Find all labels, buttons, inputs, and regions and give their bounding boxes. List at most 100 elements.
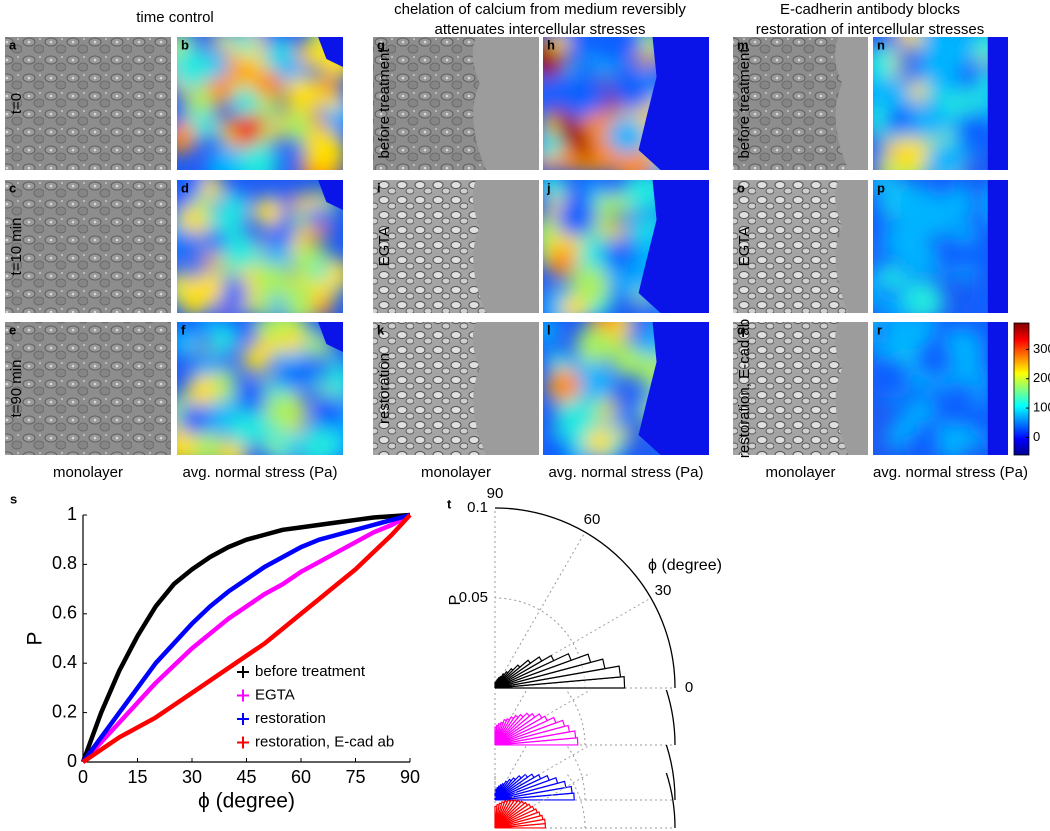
- blob: [627, 391, 647, 411]
- blob: [916, 199, 955, 238]
- blob: [300, 423, 340, 455]
- theta-axis-label: ϕ (degree): [648, 557, 722, 574]
- r-tick-label: 0.1: [467, 499, 488, 516]
- column-title: chelation of calcium from medium reversi…: [394, 1, 686, 18]
- blob: [576, 365, 615, 404]
- colorbar-tick-label: 300: [1033, 341, 1050, 356]
- column-title: E-cadherin antibody blocks: [780, 1, 960, 18]
- empty-region: [472, 37, 539, 170]
- blob: [265, 393, 303, 431]
- r-tick-label: 0.05: [459, 589, 488, 606]
- cell-free-region: [987, 322, 1008, 455]
- colorbar-tick-label: 100: [1033, 400, 1050, 415]
- rose-bar: [494, 726, 498, 746]
- blob: [177, 231, 199, 256]
- blob: [935, 70, 960, 94]
- cell-free-region: [318, 322, 343, 352]
- stress-map: [873, 37, 1008, 170]
- caption: avg. normal stress (Pa): [873, 464, 1028, 481]
- blob: [268, 220, 296, 248]
- blob: [873, 180, 897, 198]
- blob: [275, 55, 303, 83]
- blob: [922, 37, 961, 76]
- blob: [555, 395, 597, 437]
- cell-free-region: [987, 180, 1008, 313]
- blob: [177, 328, 197, 357]
- blob: [225, 224, 244, 242]
- row-label: restoration, E-cad ab: [736, 319, 753, 458]
- x-axis-label: ϕ (degree): [198, 790, 295, 813]
- row-label: before treatment: [736, 48, 753, 159]
- x-tick-label: 45: [236, 767, 256, 787]
- blob: [237, 143, 279, 170]
- blob: [555, 196, 597, 238]
- x-tick-label: 90: [400, 767, 420, 787]
- blob: [604, 244, 630, 270]
- blob: [880, 265, 904, 289]
- r-grid: [494, 597, 586, 689]
- empty-region: [472, 180, 539, 313]
- panel-letter: b: [181, 37, 189, 52]
- panel-letter: q: [737, 322, 745, 337]
- blob: [280, 109, 313, 142]
- blob: [302, 128, 343, 170]
- blob: [897, 415, 918, 437]
- blob: [575, 326, 614, 364]
- map-blobs: [177, 37, 343, 170]
- blob: [606, 183, 621, 198]
- column-title: attenuates intercellular stresses: [435, 21, 646, 38]
- row-label: EGTA: [736, 227, 753, 267]
- colorbar-tick-label: 0: [1033, 429, 1040, 444]
- blob: [559, 77, 602, 119]
- blob: [177, 48, 213, 89]
- blob: [958, 37, 979, 48]
- map-blobs: [177, 180, 343, 313]
- blob: [548, 369, 582, 403]
- stress-map: [177, 322, 343, 455]
- panel-letter: g: [377, 37, 385, 52]
- blob: [234, 322, 257, 344]
- stress-map: [873, 180, 1008, 313]
- theta-tick-label: 90: [487, 485, 504, 502]
- panel-letter: j: [546, 180, 551, 195]
- monolayer-image: [5, 180, 171, 313]
- panel-letter: p: [877, 180, 885, 195]
- panel-letter: d: [181, 180, 189, 195]
- blob: [896, 232, 931, 267]
- cell-free-region: [638, 37, 709, 170]
- rose-quarter: [494, 507, 676, 689]
- blob: [591, 399, 611, 419]
- blob: [926, 180, 956, 198]
- panel-letter: o: [737, 180, 745, 195]
- blob: [543, 133, 563, 159]
- legend-marker: [237, 736, 249, 749]
- blob: [543, 435, 573, 455]
- blob: [883, 297, 909, 313]
- blob: [230, 89, 259, 118]
- row-label: t=90 min: [8, 360, 25, 418]
- blob: [606, 263, 628, 285]
- panel-letter: i: [377, 180, 381, 195]
- blob: [901, 281, 943, 313]
- legend-label: restoration, E-cad ab: [255, 733, 394, 750]
- blob: [611, 344, 644, 377]
- blob: [915, 340, 953, 378]
- image-bg: [5, 37, 171, 170]
- monolayer-image: [373, 37, 539, 170]
- blob: [546, 247, 577, 278]
- blob: [199, 322, 220, 334]
- cell-free-region: [987, 37, 1008, 170]
- stress-map: [177, 37, 343, 170]
- blob: [186, 374, 219, 407]
- blob: [949, 322, 972, 334]
- blob: [920, 322, 937, 332]
- blob: [177, 432, 196, 455]
- cdf-line: [80, 512, 411, 763]
- blob: [550, 37, 570, 53]
- colorbar: [1013, 322, 1030, 456]
- map-blobs: [177, 322, 343, 455]
- r-axis-label: P: [447, 595, 464, 606]
- blob: [627, 322, 648, 343]
- monolayer-image: [733, 37, 868, 170]
- x-tick-label: 0: [78, 767, 88, 787]
